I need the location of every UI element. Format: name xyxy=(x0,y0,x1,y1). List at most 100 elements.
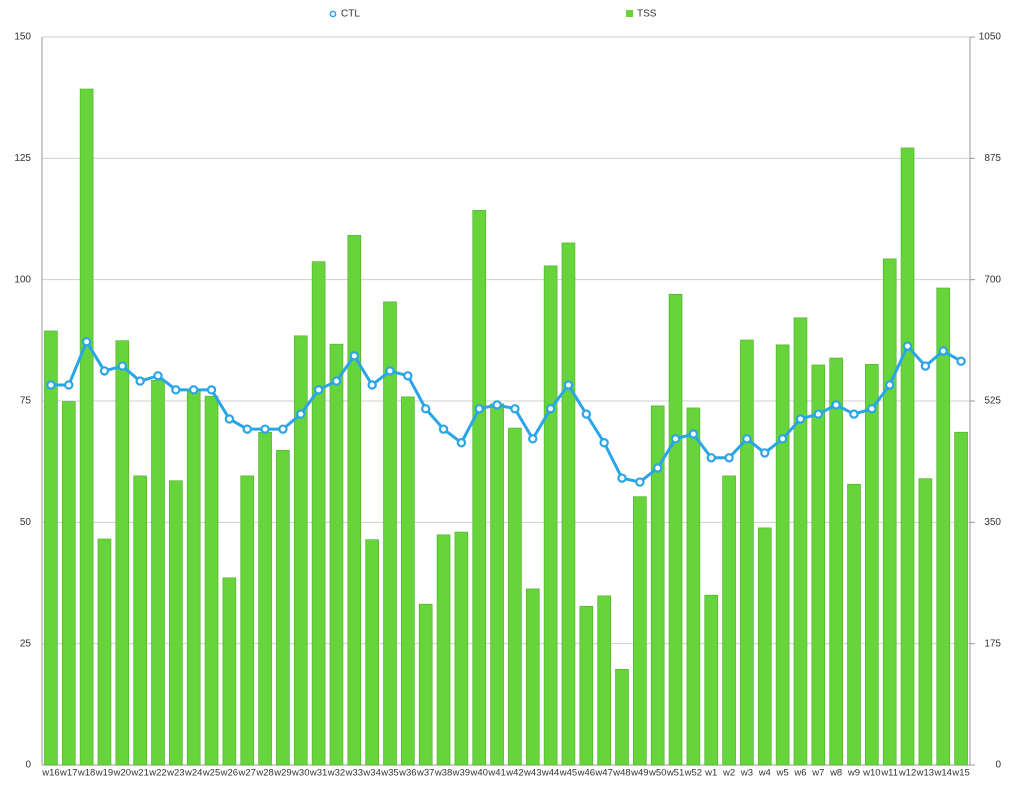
bar xyxy=(936,287,951,766)
point xyxy=(760,448,770,458)
y-tick-label: 0 xyxy=(25,760,31,771)
y-tick-label: 125 xyxy=(14,153,31,164)
point xyxy=(331,376,342,386)
line xyxy=(50,340,962,484)
x-tick-label: w1 xyxy=(704,768,717,779)
x-tick-label: w17 xyxy=(59,768,77,779)
bar xyxy=(633,496,647,766)
x-tick-label: w13 xyxy=(916,768,934,779)
legend-label: CTL xyxy=(341,9,360,20)
x-tick-label: w11 xyxy=(880,768,898,779)
x-tick-label: w18 xyxy=(77,768,95,779)
point xyxy=(492,400,502,410)
bar xyxy=(865,363,879,766)
point xyxy=(420,404,431,414)
bar xyxy=(490,403,504,766)
point xyxy=(296,409,306,419)
bar xyxy=(329,343,344,766)
bar xyxy=(740,339,754,766)
bar xyxy=(650,405,665,766)
bar xyxy=(240,475,255,766)
x-tick-label: w42 xyxy=(505,768,523,779)
bar xyxy=(151,379,165,766)
bar xyxy=(454,531,469,766)
point xyxy=(599,438,609,448)
bar xyxy=(847,483,861,766)
bar xyxy=(365,539,379,766)
x-tick-label: w8 xyxy=(829,768,842,779)
x-tick-label: w48 xyxy=(612,768,630,779)
point xyxy=(438,424,449,434)
x-tick-label: w27 xyxy=(238,768,256,779)
bar xyxy=(133,475,147,766)
point xyxy=(135,376,145,386)
bar xyxy=(561,242,576,766)
bar xyxy=(615,669,629,766)
y-tick-label: 50 xyxy=(20,517,32,528)
bar xyxy=(508,427,522,766)
point xyxy=(474,404,484,414)
x-tick-label: w19 xyxy=(95,768,113,779)
x-tick-label: w40 xyxy=(470,768,488,779)
point xyxy=(813,409,824,419)
y2-tick-label: 525 xyxy=(984,396,1001,407)
bar xyxy=(79,88,94,766)
y2-tick-label: 175 xyxy=(984,638,1001,649)
x-tick-label: w23 xyxy=(166,768,184,779)
point xyxy=(188,385,199,395)
bar xyxy=(775,344,790,766)
point xyxy=(64,380,74,390)
point xyxy=(242,424,252,434)
x-tick-label: w3 xyxy=(740,768,753,779)
bar xyxy=(704,594,719,766)
bar xyxy=(918,478,933,766)
point xyxy=(920,361,931,371)
point xyxy=(724,453,734,463)
x-tick-label: w29 xyxy=(273,768,291,779)
legend-marker xyxy=(626,10,633,17)
bar xyxy=(472,210,487,766)
point xyxy=(670,434,681,444)
x-tick-label: w12 xyxy=(898,768,916,779)
point xyxy=(652,463,663,473)
legend-marker xyxy=(329,10,337,18)
point xyxy=(831,400,841,410)
point xyxy=(884,380,895,390)
point xyxy=(81,337,92,347)
point xyxy=(403,371,413,381)
point xyxy=(528,434,538,444)
y2-tick-label: 350 xyxy=(984,517,1001,528)
bar xyxy=(525,588,540,766)
bar xyxy=(793,317,808,766)
x-tick-label: w47 xyxy=(594,768,612,779)
x-tick-label: w33 xyxy=(345,768,363,779)
x-tick-label: w34 xyxy=(362,768,380,779)
bar xyxy=(115,340,130,766)
y-tick-label: 100 xyxy=(14,274,31,285)
x-tick-label: w45 xyxy=(559,768,577,779)
bar xyxy=(418,603,433,766)
point xyxy=(581,409,592,419)
point xyxy=(349,351,360,361)
bar xyxy=(543,265,558,766)
point xyxy=(224,414,235,424)
x-tick-label: w25 xyxy=(202,768,220,779)
point xyxy=(510,404,520,414)
point xyxy=(867,404,877,414)
x-tick-label: w35 xyxy=(380,768,398,779)
x-tick-label: w22 xyxy=(148,768,166,779)
x-tick-label: w9 xyxy=(847,768,860,779)
x-tick-label: w49 xyxy=(630,768,648,779)
bar xyxy=(61,401,76,766)
bar xyxy=(668,293,683,766)
bar xyxy=(401,396,415,766)
bar xyxy=(311,261,326,766)
point xyxy=(777,434,788,444)
point xyxy=(99,366,110,376)
x-tick-label: w14 xyxy=(934,768,952,779)
x-tick-label: w31 xyxy=(309,768,327,779)
x-tick-label: w51 xyxy=(666,768,684,779)
x-tick-label: w37 xyxy=(416,768,434,779)
